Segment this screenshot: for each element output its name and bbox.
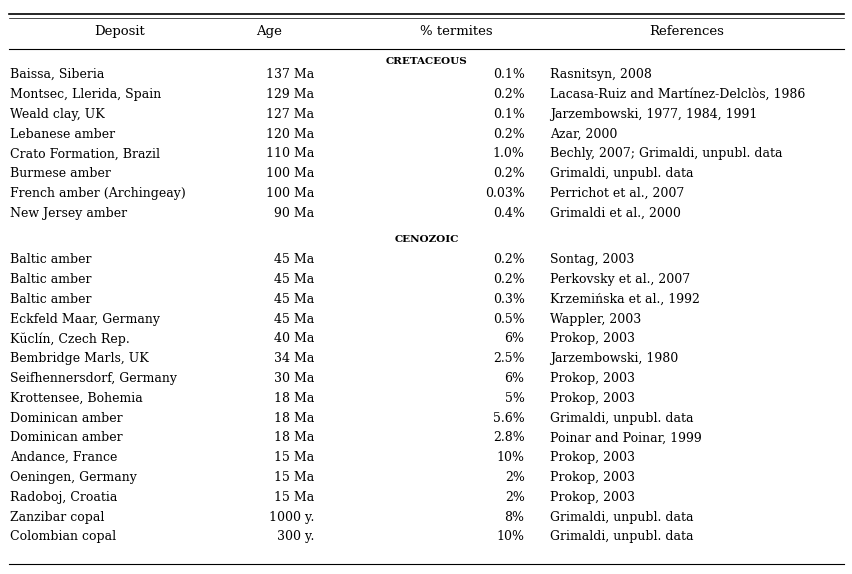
Text: Colombian copal: Colombian copal [10, 530, 116, 544]
Text: 2.8%: 2.8% [492, 432, 524, 444]
Text: 34 Ma: 34 Ma [273, 352, 314, 365]
Text: Eckfeld Maar, Germany: Eckfeld Maar, Germany [10, 313, 160, 325]
Text: Grimaldi et al., 2000: Grimaldi et al., 2000 [550, 207, 680, 220]
Text: 0.5%: 0.5% [492, 313, 524, 325]
Text: 0.2%: 0.2% [492, 167, 524, 180]
Text: 18 Ma: 18 Ma [273, 432, 314, 444]
Text: 45 Ma: 45 Ma [273, 293, 314, 306]
Text: 6%: 6% [504, 372, 524, 385]
Text: Prokop, 2003: Prokop, 2003 [550, 372, 635, 385]
Text: Oeningen, Germany: Oeningen, Germany [10, 471, 137, 484]
Text: 40 Ma: 40 Ma [273, 332, 314, 346]
Text: Wappler, 2003: Wappler, 2003 [550, 313, 641, 325]
Text: New Jersey amber: New Jersey amber [10, 207, 127, 220]
Text: 2%: 2% [504, 491, 524, 504]
Text: CRETACEOUS: CRETACEOUS [385, 57, 467, 66]
Text: Prokop, 2003: Prokop, 2003 [550, 451, 635, 464]
Text: 0.2%: 0.2% [492, 127, 524, 141]
Text: 45 Ma: 45 Ma [273, 273, 314, 286]
Text: Bembridge Marls, UK: Bembridge Marls, UK [10, 352, 149, 365]
Text: Lebanese amber: Lebanese amber [10, 127, 115, 141]
Text: 18 Ma: 18 Ma [273, 412, 314, 425]
Text: Seifhennersdorf, Germany: Seifhennersdorf, Germany [10, 372, 177, 385]
Text: Baissa, Siberia: Baissa, Siberia [10, 68, 105, 81]
Text: Prokop, 2003: Prokop, 2003 [550, 491, 635, 504]
Text: 45 Ma: 45 Ma [273, 253, 314, 266]
Text: Prokop, 2003: Prokop, 2003 [550, 332, 635, 346]
Text: Baltic amber: Baltic amber [10, 253, 92, 266]
Text: 0.4%: 0.4% [492, 207, 524, 220]
Text: 110 Ma: 110 Ma [265, 148, 314, 160]
Text: Crato Formation, Brazil: Crato Formation, Brazil [10, 148, 160, 160]
Text: Baltic amber: Baltic amber [10, 293, 92, 306]
Text: Perkovsky et al., 2007: Perkovsky et al., 2007 [550, 273, 689, 286]
Text: Grimaldi, unpubl. data: Grimaldi, unpubl. data [550, 412, 693, 425]
Text: Grimaldi, unpubl. data: Grimaldi, unpubl. data [550, 511, 693, 523]
Text: Perrichot et al., 2007: Perrichot et al., 2007 [550, 187, 683, 200]
Text: 0.03%: 0.03% [484, 187, 524, 200]
Text: 0.1%: 0.1% [492, 108, 524, 121]
Text: 0.3%: 0.3% [492, 293, 524, 306]
Text: 10%: 10% [496, 530, 524, 544]
Text: % termites: % termites [419, 25, 492, 38]
Text: 1.0%: 1.0% [492, 148, 524, 160]
Text: 0.2%: 0.2% [492, 253, 524, 266]
Text: 18 Ma: 18 Ma [273, 392, 314, 405]
Text: Krottensee, Bohemia: Krottensee, Bohemia [10, 392, 143, 405]
Text: Montsec, Llerida, Spain: Montsec, Llerida, Spain [10, 88, 161, 101]
Text: Radoboj, Croatia: Radoboj, Croatia [10, 491, 118, 504]
Text: 137 Ma: 137 Ma [265, 68, 314, 81]
Text: Baltic amber: Baltic amber [10, 273, 92, 286]
Text: Azar, 2000: Azar, 2000 [550, 127, 617, 141]
Text: 100 Ma: 100 Ma [265, 167, 314, 180]
Text: 15 Ma: 15 Ma [273, 491, 314, 504]
Text: 129 Ma: 129 Ma [266, 88, 314, 101]
Text: 0.1%: 0.1% [492, 68, 524, 81]
Text: References: References [648, 25, 723, 38]
Text: Weald clay, UK: Weald clay, UK [10, 108, 105, 121]
Text: 5.6%: 5.6% [492, 412, 524, 425]
Text: Krzemińska et al., 1992: Krzemińska et al., 1992 [550, 293, 699, 306]
Text: Lacasa-Ruiz and Martínez-Delclòs, 1986: Lacasa-Ruiz and Martínez-Delclòs, 1986 [550, 88, 804, 101]
Text: 90 Ma: 90 Ma [273, 207, 314, 220]
Text: 45 Ma: 45 Ma [273, 313, 314, 325]
Text: French amber (Archingeay): French amber (Archingeay) [10, 187, 186, 200]
Text: CENOZOIC: CENOZOIC [394, 235, 458, 245]
Text: Kŭclín, Czech Rep.: Kŭclín, Czech Rep. [10, 332, 130, 346]
Text: Age: Age [256, 25, 281, 38]
Text: 10%: 10% [496, 451, 524, 464]
Text: 100 Ma: 100 Ma [265, 187, 314, 200]
Text: 2.5%: 2.5% [492, 352, 524, 365]
Text: Dominican amber: Dominican amber [10, 412, 123, 425]
Text: Sontag, 2003: Sontag, 2003 [550, 253, 634, 266]
Text: Grimaldi, unpubl. data: Grimaldi, unpubl. data [550, 530, 693, 544]
Text: Andance, France: Andance, France [10, 451, 118, 464]
Text: Jarzembowski, 1977, 1984, 1991: Jarzembowski, 1977, 1984, 1991 [550, 108, 757, 121]
Text: 30 Ma: 30 Ma [273, 372, 314, 385]
Text: Bechly, 2007; Grimaldi, unpubl. data: Bechly, 2007; Grimaldi, unpubl. data [550, 148, 782, 160]
Text: 300 y.: 300 y. [276, 530, 314, 544]
Text: Prokop, 2003: Prokop, 2003 [550, 392, 635, 405]
Text: Prokop, 2003: Prokop, 2003 [550, 471, 635, 484]
Text: Jarzembowski, 1980: Jarzembowski, 1980 [550, 352, 677, 365]
Text: Dominican amber: Dominican amber [10, 432, 123, 444]
Text: Zanzibar copal: Zanzibar copal [10, 511, 105, 523]
Text: 5%: 5% [504, 392, 524, 405]
Text: 15 Ma: 15 Ma [273, 471, 314, 484]
Text: Rasnitsyn, 2008: Rasnitsyn, 2008 [550, 68, 651, 81]
Text: Burmese amber: Burmese amber [10, 167, 111, 180]
Text: 6%: 6% [504, 332, 524, 346]
Text: 0.2%: 0.2% [492, 88, 524, 101]
Text: Grimaldi, unpubl. data: Grimaldi, unpubl. data [550, 167, 693, 180]
Text: 1000 y.: 1000 y. [268, 511, 314, 523]
Text: Deposit: Deposit [94, 25, 145, 38]
Text: 120 Ma: 120 Ma [265, 127, 314, 141]
Text: 0.2%: 0.2% [492, 273, 524, 286]
Text: 8%: 8% [504, 511, 524, 523]
Text: Poinar and Poinar, 1999: Poinar and Poinar, 1999 [550, 432, 701, 444]
Text: 2%: 2% [504, 471, 524, 484]
Text: 15 Ma: 15 Ma [273, 451, 314, 464]
Text: 127 Ma: 127 Ma [266, 108, 314, 121]
